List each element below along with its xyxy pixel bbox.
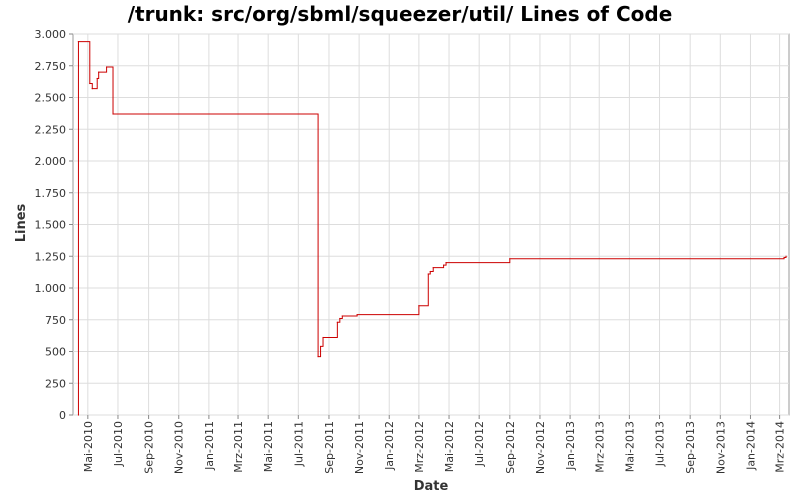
data-point bbox=[112, 113, 114, 115]
data-point bbox=[319, 345, 322, 348]
data-point bbox=[356, 314, 358, 316]
x-tick-label: Jul-2011 bbox=[292, 421, 305, 467]
data-point bbox=[427, 273, 429, 275]
x-tick-label: Mrz-2011 bbox=[232, 421, 245, 473]
x-tick-label: Jan-2014 bbox=[744, 421, 757, 471]
x-tick-label: Sep-2013 bbox=[684, 421, 697, 474]
x-tick-label: Jan-2012 bbox=[383, 421, 396, 471]
data-point bbox=[77, 414, 80, 416]
y-tick-label: 1.750 bbox=[35, 187, 67, 200]
y-tick-label: 3.000 bbox=[35, 28, 67, 41]
x-tick-label: Nov-2011 bbox=[353, 421, 366, 474]
x-tick-label: Nov-2010 bbox=[173, 421, 186, 474]
x-tick-label: Mrz-2013 bbox=[593, 421, 606, 473]
data-point bbox=[322, 336, 324, 339]
series-line bbox=[77, 41, 787, 415]
data-point bbox=[77, 41, 80, 43]
data-point bbox=[91, 88, 93, 90]
data-point bbox=[89, 82, 91, 85]
y-tick-label: 250 bbox=[45, 377, 66, 390]
data-point bbox=[432, 267, 434, 269]
x-tick-label: Jul-2012 bbox=[473, 421, 486, 467]
y-tick-label: 2.750 bbox=[35, 60, 67, 73]
data-point bbox=[509, 258, 511, 260]
x-tick-label: Sep-2010 bbox=[143, 421, 156, 474]
data-point bbox=[106, 66, 108, 68]
x-tick-label: Mai-2010 bbox=[82, 421, 95, 472]
data-point bbox=[96, 77, 98, 80]
y-tick-label: 2.250 bbox=[35, 123, 67, 136]
x-tick-label: Jul-2013 bbox=[654, 421, 667, 467]
x-tick-label: Mai-2011 bbox=[262, 421, 275, 472]
x-tick-label: Nov-2012 bbox=[534, 421, 547, 474]
y-tick-label: 2.000 bbox=[35, 155, 67, 168]
data-point bbox=[445, 262, 447, 264]
series-layer bbox=[77, 41, 787, 416]
y-axis: 0 250 500 750 1.000 1.250 1.500 1.750 2.000 2.250… bbox=[35, 28, 73, 422]
y-tick-label: 1.250 bbox=[35, 250, 67, 263]
x-tick-label: Jan-2011 bbox=[203, 421, 216, 471]
x-axis: Mai-2010 Jul-2010 Sep-2010 Nov-2010 Jan-2011… bbox=[82, 415, 787, 474]
data-point bbox=[341, 315, 343, 317]
y-tick-label: 750 bbox=[45, 314, 66, 327]
x-tick-label: Mrz-2012 bbox=[413, 421, 426, 473]
data-point bbox=[339, 317, 341, 320]
x-tick-label: Sep-2012 bbox=[504, 421, 517, 474]
data-point bbox=[317, 355, 319, 358]
x-tick-label: Jul-2010 bbox=[112, 421, 125, 467]
data-point bbox=[418, 305, 420, 307]
x-tick-label: Mai-2013 bbox=[623, 421, 636, 472]
y-tick-label: 1.500 bbox=[35, 219, 67, 232]
data-point bbox=[429, 270, 431, 273]
x-tick-label: Mai-2012 bbox=[443, 421, 456, 472]
x-tick-label: Sep-2011 bbox=[323, 421, 336, 474]
grid-lines bbox=[73, 33, 789, 416]
x-axis-title: Date bbox=[414, 479, 449, 494]
y-tick-label: 0 bbox=[59, 409, 66, 422]
data-point bbox=[785, 255, 787, 257]
y-tick-label: 2.500 bbox=[35, 92, 67, 105]
y-tick-label: 1.000 bbox=[35, 282, 67, 295]
x-tick-label: Nov-2013 bbox=[714, 421, 727, 474]
x-tick-label: Jan-2013 bbox=[564, 421, 577, 471]
y-tick-label: 500 bbox=[45, 346, 66, 359]
chart-title: /trunk: src/org/sbml/squeezer/util/ Line… bbox=[127, 2, 673, 26]
x-tick-label: Mrz-2014 bbox=[774, 421, 787, 473]
data-point bbox=[98, 71, 100, 73]
data-point bbox=[336, 321, 338, 323]
y-axis-title: Lines bbox=[14, 203, 29, 242]
data-point bbox=[443, 264, 445, 266]
data-point bbox=[783, 256, 785, 259]
